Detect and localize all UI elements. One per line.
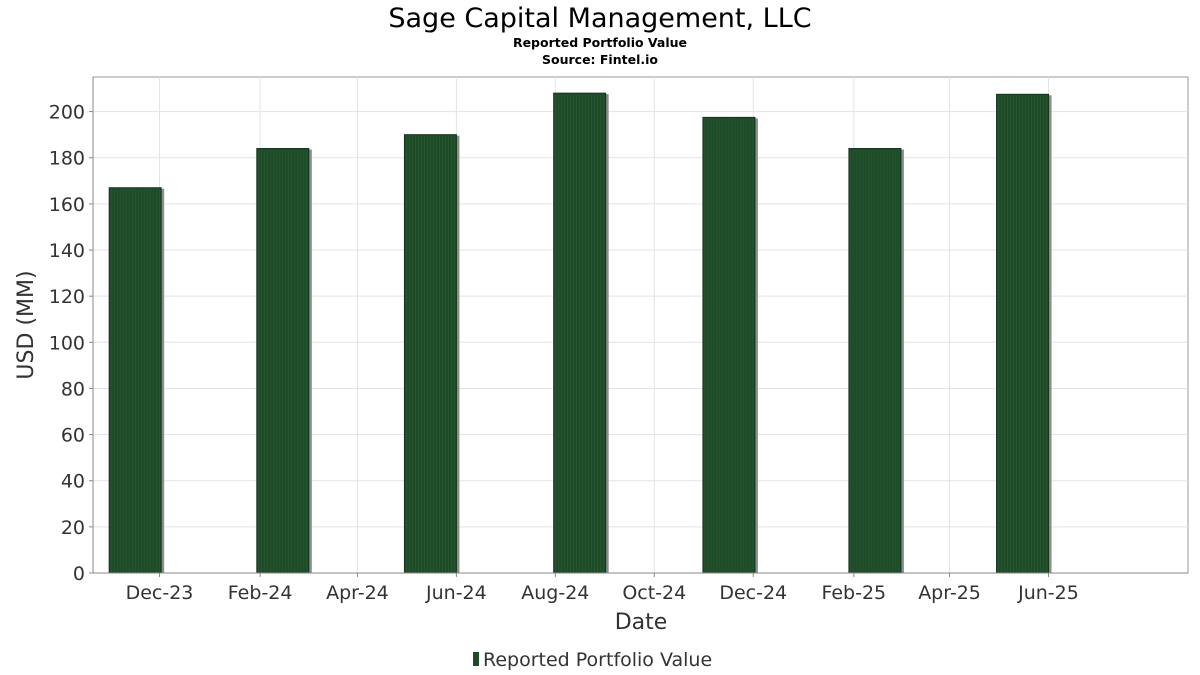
y-ticks: 0 20 40 60 80 100 120 140 160 180 200 [49, 102, 93, 585]
x-tick-label: Apr-25 [918, 582, 981, 604]
x-tick-label: Dec-23 [126, 582, 194, 604]
chart-source: Source: Fintel.io [542, 52, 658, 67]
x-tick-label: Feb-25 [821, 582, 886, 604]
x-tick-label: Feb-24 [228, 582, 293, 604]
x-tick-label: Apr-24 [326, 582, 389, 604]
y-tick-label: 40 [61, 471, 85, 493]
x-tick-label: Dec-24 [719, 582, 787, 604]
y-tick-label: 120 [49, 286, 85, 308]
x-axis-label: Date [615, 610, 668, 635]
chart-subtitle: Reported Portfolio Value [513, 35, 687, 50]
y-axis-label: USD (MM) [14, 270, 39, 379]
y-tick-label: 180 [49, 148, 85, 170]
bar [848, 148, 904, 574]
y-tick-label: 100 [49, 332, 85, 354]
y-tick-label: 200 [49, 102, 85, 124]
bars [108, 92, 1052, 574]
bar [108, 187, 165, 574]
y-tick-label: 80 [61, 378, 85, 400]
y-tick-label: 0 [73, 563, 85, 585]
bar [702, 116, 758, 574]
y-tick-label: 20 [61, 517, 85, 539]
y-tick-label: 60 [61, 425, 85, 447]
y-tick-label: 140 [49, 240, 85, 262]
chart-title: Sage Capital Management, LLC [388, 3, 811, 34]
legend: Reported Portfolio Value [473, 649, 712, 671]
x-tick-label: Aug-24 [521, 582, 589, 604]
y-tick-label: 160 [49, 194, 85, 216]
x-tick-label: Jun-25 [1017, 582, 1079, 604]
x-ticks: Dec-23 Feb-24 Apr-24 Jun-24 Aug-24 Oct-24 Dec-… [126, 573, 1079, 604]
legend-label: Reported Portfolio Value [483, 649, 712, 671]
bar [996, 93, 1052, 574]
x-tick-label: Oct-24 [622, 582, 686, 604]
bar [403, 134, 460, 574]
bar [553, 92, 609, 574]
x-tick-label: Jun-24 [425, 582, 487, 604]
legend-swatch [473, 652, 479, 666]
bar [256, 148, 312, 574]
